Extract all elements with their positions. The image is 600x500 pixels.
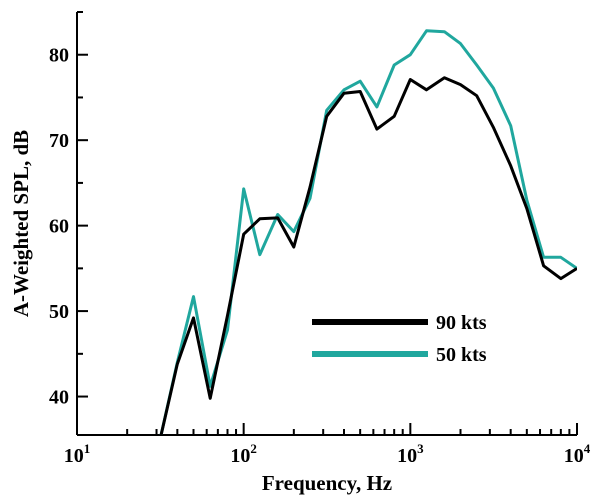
x-tick-label: 104 xyxy=(564,441,591,467)
series-line-50-kts xyxy=(159,29,577,435)
y-tick-label: 70 xyxy=(49,130,69,152)
x-tick-label: 103 xyxy=(397,441,424,467)
y-tick-label: 40 xyxy=(49,387,69,409)
axes: 40 50 60 70 80 101 102 103 104 xyxy=(49,11,591,467)
y-axis-title: A-Weighted SPL, dB xyxy=(9,130,33,317)
legend-label: 50 kts xyxy=(436,344,487,366)
x-tick-label: 102 xyxy=(230,441,257,467)
y-tick-label: 60 xyxy=(49,216,69,238)
x-tick-label: 101 xyxy=(64,441,91,467)
legend-label: 90 kts xyxy=(436,312,487,334)
y-tick-label: 80 xyxy=(49,45,69,67)
legend: 90 kts 50 kts xyxy=(312,312,487,366)
plot-area xyxy=(159,29,577,435)
y-tick-label: 50 xyxy=(49,301,69,323)
x-axis-title: Frequency, Hz xyxy=(262,471,392,495)
series-line-90-kts xyxy=(159,76,577,435)
